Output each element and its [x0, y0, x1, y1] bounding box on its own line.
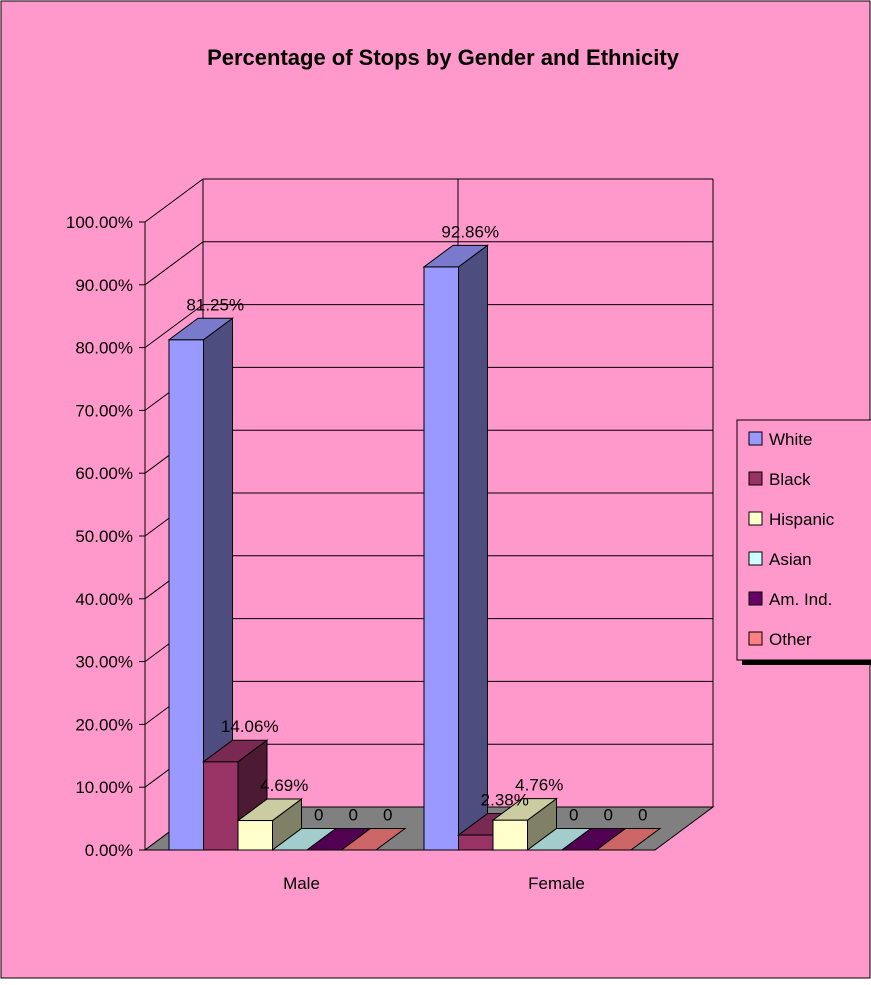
gridline-side — [144, 241, 204, 286]
bar-top — [339, 828, 407, 851]
y-tick-label: 30.00% — [75, 653, 133, 672]
y-tick-label: 70.00% — [75, 401, 133, 420]
legend-label: Other — [769, 630, 812, 649]
legend-swatch — [748, 511, 763, 526]
y-tick-label: 50.00% — [75, 527, 133, 546]
data-label: 0 — [604, 806, 613, 825]
data-label: 4.69% — [260, 776, 308, 795]
y-tick-label: 100.00% — [66, 213, 133, 232]
data-label: 2.38% — [481, 791, 529, 810]
legend-label: Black — [769, 470, 811, 489]
bar — [168, 339, 204, 851]
legend-label: Am. Ind. — [769, 590, 832, 609]
data-label: 81.25% — [186, 295, 244, 314]
y-tick-label: 0.00% — [85, 841, 133, 860]
bar-top — [491, 798, 559, 821]
y-tick-label: 90.00% — [75, 276, 133, 295]
legend-swatch — [748, 471, 763, 486]
x-tick-label: Male — [283, 874, 320, 893]
y-tick-label: 10.00% — [75, 778, 133, 797]
bar-top — [201, 739, 269, 763]
bar — [423, 266, 459, 851]
legend-swatch — [748, 591, 763, 606]
data-label: 0 — [638, 806, 647, 825]
legend-label: Asian — [769, 550, 812, 569]
gridline-side — [144, 304, 204, 349]
bar — [203, 761, 239, 851]
bar-side — [458, 244, 488, 851]
data-label: 0 — [314, 806, 323, 825]
legend-swatch — [748, 551, 763, 566]
data-label: 0 — [383, 806, 392, 825]
y-tick-label: 20.00% — [75, 715, 133, 734]
data-label: 14.06% — [221, 717, 279, 736]
legend-swatch — [748, 631, 763, 646]
bar — [492, 819, 528, 851]
legend-box — [736, 419, 871, 661]
legend: White Black Hispanic Asian Am. Ind. Other — [736, 419, 871, 665]
bar — [458, 834, 494, 851]
bar-top — [594, 828, 662, 851]
data-label: 0 — [349, 806, 358, 825]
bar-top — [167, 317, 235, 341]
bar — [237, 820, 273, 851]
bar-top — [236, 798, 304, 822]
bar-top — [422, 244, 490, 268]
data-label: 4.76% — [515, 776, 563, 795]
legend-swatch — [748, 431, 763, 446]
x-tick-label: Female — [528, 874, 585, 893]
gridline-side — [144, 178, 204, 223]
data-label: 92.86% — [441, 222, 499, 241]
plot-area: 0.00% 10.00% 20.00% 30.00% 40.00% 50.00% 60.00… — [66, 178, 715, 893]
legend-label: White — [769, 430, 812, 449]
y-tick-label: 80.00% — [75, 339, 133, 358]
chart-title: Percentage of Stops by Gender and Ethnic… — [207, 45, 680, 70]
y-tick-label: 40.00% — [75, 590, 133, 609]
legend-label: Hispanic — [769, 510, 835, 529]
data-label: 0 — [569, 806, 578, 825]
y-tick-label: 60.00% — [75, 464, 133, 483]
